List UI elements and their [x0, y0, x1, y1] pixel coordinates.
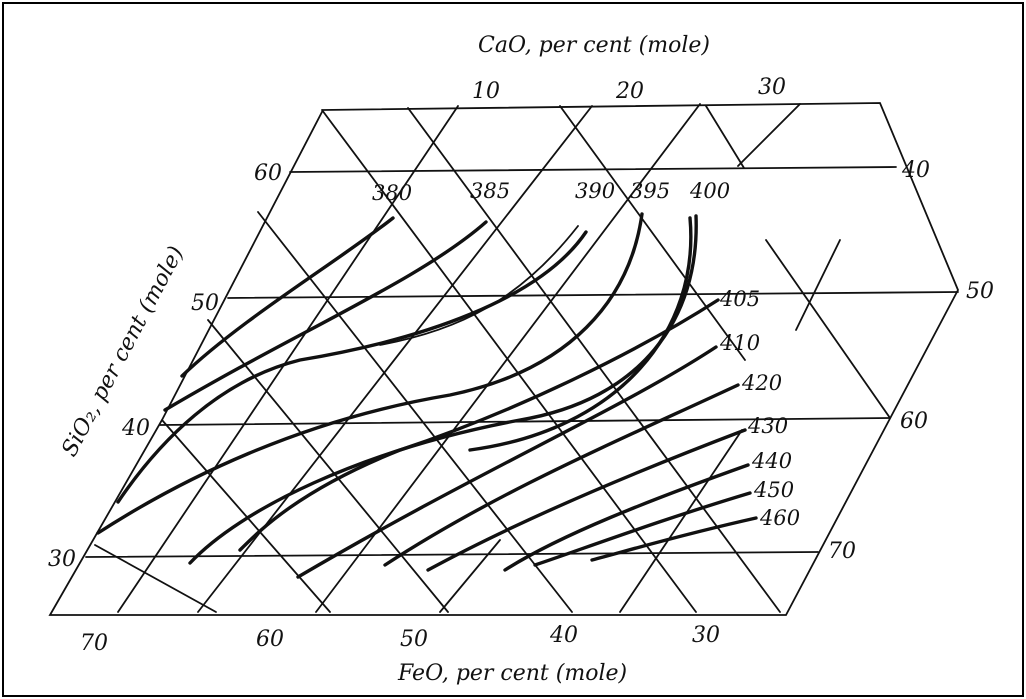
- sio2-tick-30: 30: [48, 547, 76, 572]
- feo-tick-70: 70: [80, 631, 108, 656]
- feo-tick-40: 40: [549, 623, 578, 648]
- isotherm-curve-420: [383, 383, 740, 567]
- isotherm-curve-410: [296, 345, 718, 579]
- grid-d8: [705, 105, 745, 169]
- cao-tick-30: 30: [758, 75, 786, 100]
- right-tick-60: 60: [900, 409, 928, 434]
- isotherm-label-430: 430: [747, 414, 788, 438]
- grid-u5: [619, 429, 743, 613]
- grid-h-50: [227, 291, 959, 299]
- isotherm-curve-440: [503, 463, 750, 572]
- grid-h-30: [85, 551, 819, 558]
- right-tick-70: 70: [828, 539, 856, 564]
- grid-d7: [94, 544, 217, 613]
- feo-axis-title: FeO, per cent (mole): [397, 661, 627, 686]
- feo-tick-30: 30: [692, 623, 720, 648]
- isotherm-curve-395: [96, 212, 644, 535]
- grid-d9: [765, 239, 891, 419]
- right-tick-40: 40: [901, 158, 930, 183]
- isotherm-curve-405: [238, 298, 720, 552]
- isotherm-curve-460: [590, 516, 758, 562]
- isotherm-label-385: 385: [470, 179, 510, 203]
- isotherm-label-420: 420: [741, 371, 782, 395]
- isotherm-curve-400-inner: [468, 216, 693, 452]
- isotherm-curve-400: [188, 214, 698, 565]
- sio2-tick-60: 60: [254, 161, 282, 186]
- grid-h-60: [289, 166, 897, 173]
- isotherm-label-390: 390: [575, 179, 615, 203]
- isotherm-curve-450: [533, 491, 752, 567]
- feo-tick-60: 60: [256, 627, 284, 652]
- grid-d3: [321, 109, 697, 613]
- isotherm-curve-430: [426, 428, 747, 572]
- grid-d6: [161, 419, 331, 613]
- grid-d2: [559, 105, 746, 361]
- grid-u3: [315, 103, 701, 613]
- isotherm-label-395: 395: [630, 179, 670, 203]
- isotherm-label-410: 410: [719, 331, 760, 355]
- sio2-tick-40: 40: [121, 416, 150, 441]
- isotherm-label-400: 400: [689, 179, 730, 203]
- grid-u1: [117, 105, 459, 613]
- grid-d5: [207, 319, 449, 613]
- isotherm-label-460: 460: [759, 506, 800, 530]
- isotherm-label-440: 440: [751, 449, 792, 473]
- grid-u7: [439, 539, 501, 613]
- sio2-tick-50: 50: [191, 291, 219, 316]
- isotherm-label-450: 450: [753, 478, 794, 502]
- right-tick-50: 50: [966, 279, 994, 304]
- isotherm-curves: [96, 212, 758, 579]
- feo-tick-50: 50: [400, 627, 428, 652]
- isotherm-curve-390: [116, 230, 588, 504]
- isotherm-label-380: 380: [372, 181, 412, 205]
- grid-u6: [795, 239, 841, 331]
- isotherm-curve-380: [180, 216, 395, 378]
- isotherm-curve-385: [163, 220, 488, 412]
- isotherm-label-405: 405: [719, 287, 760, 311]
- ternary-grid: [48, 102, 959, 616]
- cao-tick-20: 20: [615, 79, 644, 104]
- grid-u4: [737, 103, 801, 167]
- isotherm-curve-390-branch: [379, 225, 579, 346]
- cao-tick-10: 10: [472, 79, 500, 104]
- grid-h-40: [159, 417, 891, 426]
- cao-axis-title: CaO, per cent (mole): [478, 33, 710, 58]
